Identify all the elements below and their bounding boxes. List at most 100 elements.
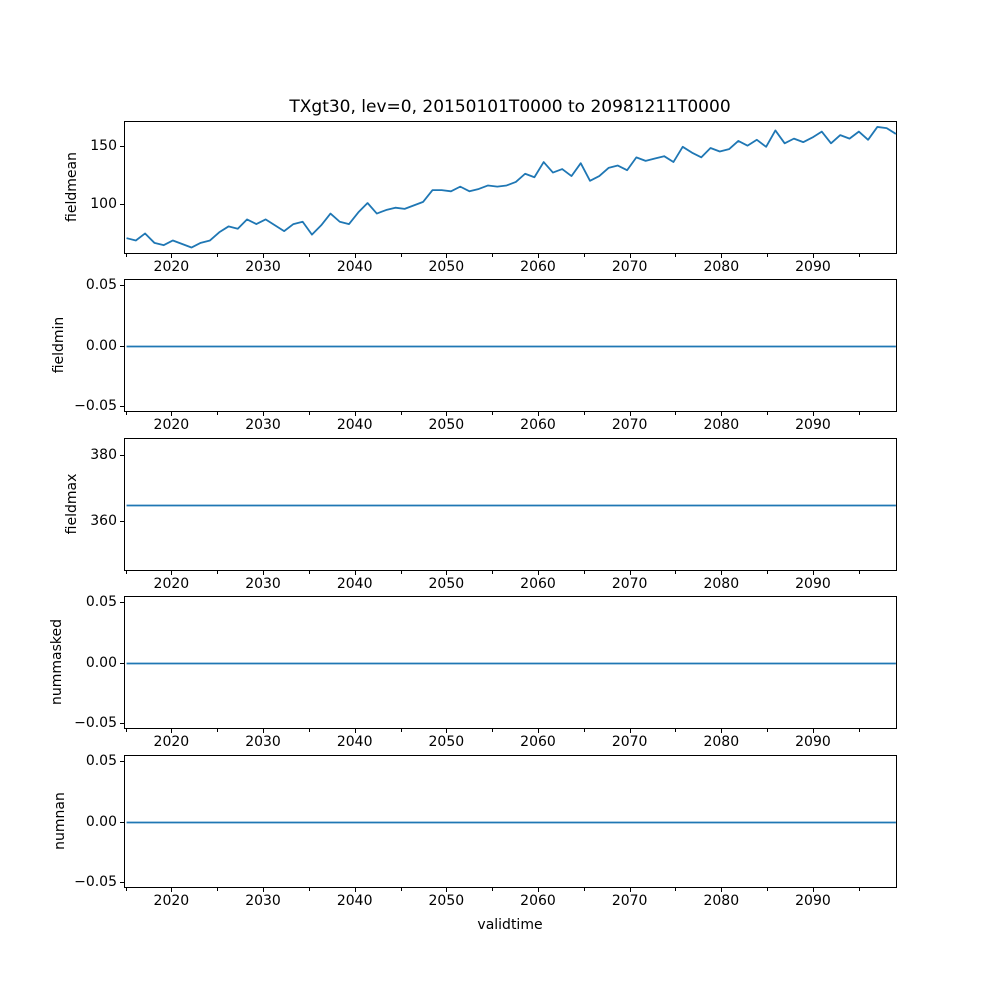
x-tick bbox=[354, 412, 356, 416]
x-tick-label: 2090 bbox=[795, 259, 831, 275]
x-minor-tick bbox=[858, 254, 860, 257]
y-tick-label: 150 bbox=[90, 137, 117, 154]
x-tick bbox=[721, 412, 723, 416]
x-tick-label: 2090 bbox=[795, 893, 831, 909]
figure-title: TXgt30, lev=0, 20150101T0000 to 20981211… bbox=[289, 97, 731, 117]
x-minor-tick bbox=[308, 412, 310, 415]
y-tick bbox=[120, 602, 124, 604]
x-tick-label: 2060 bbox=[520, 893, 556, 909]
x-minor-tick bbox=[400, 888, 402, 891]
axes-fieldmin bbox=[124, 279, 897, 412]
y-tick-label: 0.00 bbox=[85, 813, 117, 830]
y-tick bbox=[120, 881, 124, 883]
x-tick-label: 2070 bbox=[611, 259, 648, 275]
y-tick-label: 0.05 bbox=[85, 753, 117, 770]
x-tick-label: 2080 bbox=[703, 734, 740, 750]
x-axis-label: validtime bbox=[477, 917, 543, 933]
y-tick bbox=[120, 722, 124, 724]
x-minor-tick bbox=[858, 729, 860, 732]
x-minor-tick bbox=[217, 571, 219, 574]
x-tick bbox=[812, 412, 814, 416]
x-tick bbox=[537, 729, 539, 733]
x-tick-label: 2090 bbox=[795, 734, 831, 750]
x-minor-tick bbox=[583, 729, 585, 732]
x-minor-tick bbox=[767, 729, 769, 732]
axes-fieldmean bbox=[124, 121, 897, 254]
x-minor-tick bbox=[400, 571, 402, 574]
x-tick-label: 2020 bbox=[153, 576, 190, 592]
x-tick bbox=[812, 254, 814, 258]
x-tick bbox=[446, 571, 448, 575]
x-tick-label: 2050 bbox=[428, 417, 465, 433]
x-tick-label: 2050 bbox=[428, 259, 465, 275]
x-minor-tick bbox=[767, 254, 769, 257]
y-tick-label: 0.05 bbox=[85, 277, 117, 294]
x-tick bbox=[721, 254, 723, 258]
x-minor-tick bbox=[400, 729, 402, 732]
x-tick bbox=[263, 254, 265, 258]
x-minor-tick bbox=[125, 729, 127, 732]
ylabel-fieldmax: fieldmax bbox=[64, 473, 80, 535]
x-tick-label: 2050 bbox=[428, 734, 465, 750]
x-minor-tick bbox=[675, 888, 677, 891]
x-tick-label: 2020 bbox=[153, 893, 190, 909]
x-minor-tick bbox=[492, 729, 494, 732]
x-minor-tick bbox=[492, 571, 494, 574]
x-tick bbox=[721, 729, 723, 733]
x-minor-tick bbox=[858, 571, 860, 574]
ylabel-fieldmin: fieldmin bbox=[51, 316, 67, 374]
x-minor-tick bbox=[400, 412, 402, 415]
x-tick bbox=[812, 729, 814, 733]
x-tick bbox=[354, 888, 356, 892]
x-tick-label: 2080 bbox=[703, 576, 740, 592]
x-tick bbox=[263, 571, 265, 575]
x-tick-label: 2040 bbox=[336, 417, 373, 433]
axes-nummasked bbox=[124, 596, 897, 729]
y-tick bbox=[120, 145, 124, 147]
y-tick-label: 0.05 bbox=[85, 594, 117, 611]
x-tick-label: 2060 bbox=[520, 734, 556, 750]
x-tick bbox=[171, 729, 173, 733]
x-tick-label: 2070 bbox=[611, 417, 648, 433]
x-minor-tick bbox=[308, 888, 310, 891]
axes-fieldmax bbox=[124, 438, 897, 571]
fieldmean-line bbox=[126, 126, 897, 249]
y-tick bbox=[120, 662, 124, 664]
y-tick bbox=[120, 345, 124, 347]
x-minor-tick bbox=[492, 412, 494, 415]
x-tick-label: 2030 bbox=[245, 259, 281, 275]
x-tick-label: 2040 bbox=[336, 576, 373, 592]
x-tick-label: 2020 bbox=[153, 259, 190, 275]
x-minor-tick bbox=[675, 729, 677, 732]
x-tick bbox=[263, 888, 265, 892]
y-tick bbox=[120, 405, 124, 407]
x-tick bbox=[537, 571, 539, 575]
x-tick-label: 2050 bbox=[428, 576, 465, 592]
x-minor-tick bbox=[308, 254, 310, 257]
x-minor-tick bbox=[217, 888, 219, 891]
y-tick-label: −0.05 bbox=[74, 714, 117, 731]
x-tick bbox=[446, 254, 448, 258]
x-tick bbox=[721, 571, 723, 575]
x-tick-label: 2020 bbox=[153, 417, 190, 433]
x-tick-label: 2020 bbox=[153, 734, 190, 750]
x-tick-label: 2060 bbox=[520, 576, 556, 592]
x-minor-tick bbox=[217, 412, 219, 415]
y-tick-label: 0.00 bbox=[85, 654, 117, 671]
x-tick-label: 2030 bbox=[245, 417, 281, 433]
y-tick bbox=[120, 821, 124, 823]
x-tick-label: 2090 bbox=[795, 576, 831, 592]
x-tick bbox=[721, 888, 723, 892]
x-minor-tick bbox=[308, 571, 310, 574]
x-minor-tick bbox=[767, 888, 769, 891]
x-minor-tick bbox=[675, 254, 677, 257]
x-tick bbox=[171, 888, 173, 892]
x-tick bbox=[812, 571, 814, 575]
x-tick bbox=[446, 729, 448, 733]
x-tick bbox=[263, 412, 265, 416]
x-minor-tick bbox=[492, 888, 494, 891]
x-tick bbox=[629, 571, 631, 575]
x-minor-tick bbox=[400, 254, 402, 257]
x-tick-label: 2070 bbox=[611, 893, 648, 909]
x-tick-label: 2030 bbox=[245, 734, 281, 750]
